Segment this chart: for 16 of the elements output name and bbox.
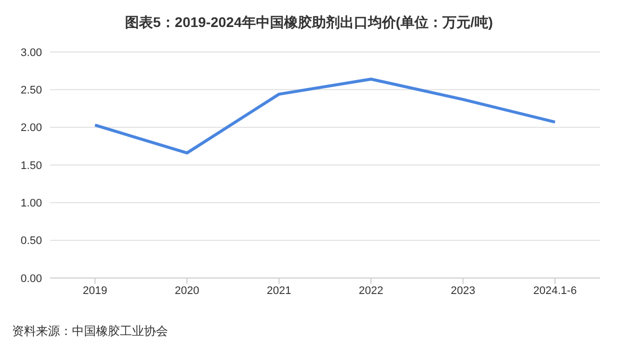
y-tick-label: 2.50 — [20, 84, 42, 97]
y-tick-label: 2.00 — [20, 122, 42, 134]
y-tick-label: 0.50 — [20, 235, 42, 248]
y-tick-label: 0.00 — [20, 272, 42, 285]
x-tick-label: 2019 — [82, 284, 108, 297]
x-tick-label: 2024.1-6 — [533, 284, 577, 297]
line-series — [94, 78, 556, 154]
y-tick-label: 1.00 — [20, 198, 42, 210]
x-tick-label: 2020 — [174, 284, 200, 297]
text: 资料来源：中国橡胶工业协会 — [12, 324, 168, 338]
chart-title: 图表5：2019-2024年中国橡胶助剂出口均价(单位：万元/吨) — [124, 13, 494, 32]
x-tick-label: 2022 — [358, 284, 384, 297]
x-tick-label: 2021 — [266, 284, 292, 297]
y-tick-label: 1.50 — [20, 160, 42, 172]
y-tick-label: 3.00 — [20, 46, 42, 59]
x-tick-label: 2023 — [450, 284, 476, 297]
